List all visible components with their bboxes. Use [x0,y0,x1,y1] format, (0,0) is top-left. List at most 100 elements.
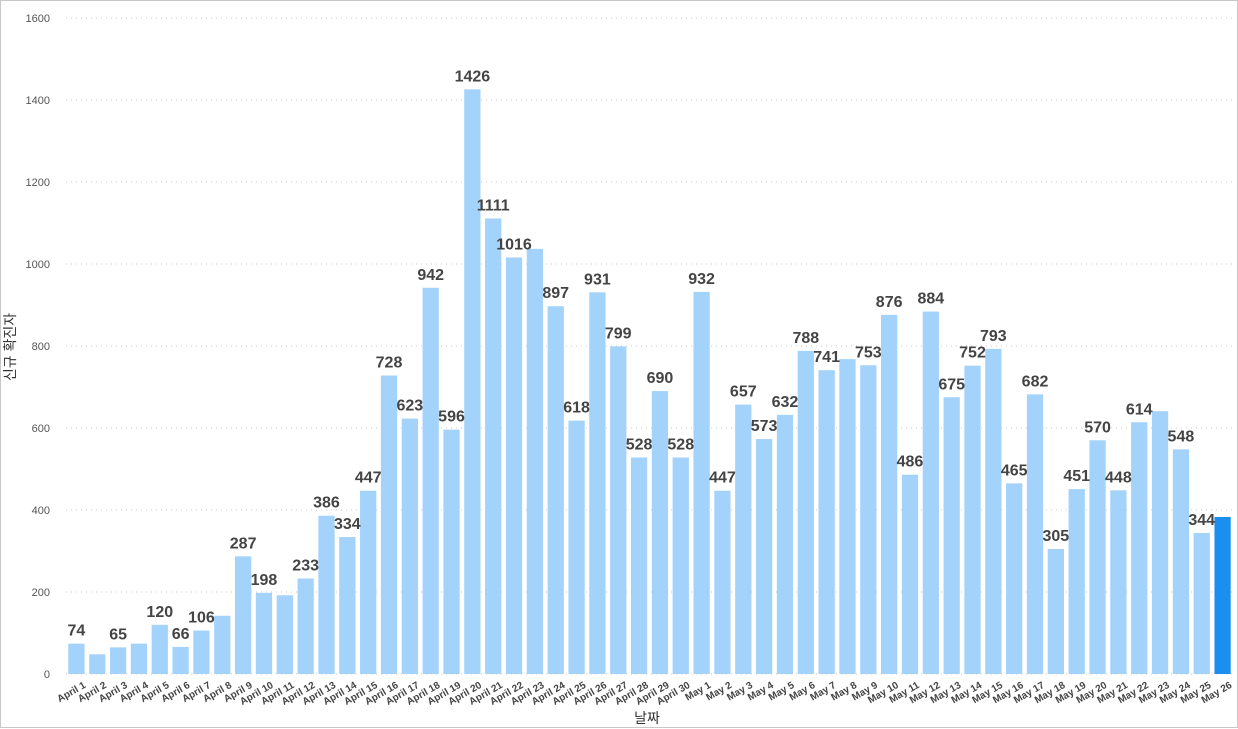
data-label: 120 [146,604,173,621]
bar [568,420,585,674]
bar [1026,394,1044,674]
bar [297,578,314,674]
bar [464,89,481,675]
data-label: 386 [313,495,340,512]
bar [714,490,731,674]
bar [1089,440,1106,674]
data-label: 799 [605,325,632,342]
data-label: 728 [376,355,403,372]
bar [881,314,898,674]
data-label: 74 [68,623,86,640]
bar [922,311,939,674]
data-label: 447 [355,470,382,487]
bar [380,375,398,674]
y-tick-label: 0 [44,669,50,681]
bar [422,287,439,674]
bar [943,397,960,674]
y-tick-label: 1600 [26,13,50,25]
bar [89,654,106,674]
data-label: 66 [172,626,190,643]
data-label: 884 [917,291,944,308]
bar [1172,449,1190,674]
bar [547,306,564,674]
data-label: 632 [772,394,799,411]
bar [630,457,648,674]
data-label: 932 [688,271,715,288]
data-label: 657 [730,384,757,401]
bar [193,630,210,674]
bar [818,370,835,674]
data-label: 623 [396,398,423,415]
data-label: 465 [1001,462,1028,479]
y-axis: 0 200 400 600 800 1000 1200 1400 1600 [26,13,50,681]
bar [235,556,252,674]
bar [151,624,168,674]
bar [485,218,502,675]
y-tick-label: 1200 [26,177,50,189]
data-label: 682 [1022,373,1049,390]
bar [1068,489,1085,674]
bar [130,643,148,674]
data-label: 106 [188,610,215,627]
bar [1193,532,1210,674]
data-label: 573 [751,418,778,435]
bar [1110,490,1127,674]
data-label: 614 [1126,401,1153,418]
y-tick-label: 1000 [26,259,50,271]
data-label: 793 [980,328,1007,345]
bars [68,89,1231,675]
bar [985,348,1002,674]
data-label: 486 [897,454,924,471]
bar [797,350,814,674]
bar [339,537,356,674]
data-label: 675 [938,376,965,393]
data-label: 447 [709,470,736,487]
data-label: 65 [109,626,127,643]
x-axis-title: 날짜 [634,710,660,726]
bar [1131,422,1148,674]
data-label: 741 [813,349,840,366]
bar [109,647,127,674]
bar [1006,483,1023,674]
bar [776,414,794,674]
y-tick-label: 1400 [26,95,50,107]
data-label: 1426 [455,68,491,85]
bar [401,418,418,674]
bar [318,515,335,674]
bar [860,365,877,674]
y-tick-label: 400 [32,505,50,517]
bar [255,592,273,674]
data-label: 897 [542,285,569,302]
bar [651,391,669,674]
data-label: 931 [584,271,611,288]
data-label: 596 [438,409,465,426]
bar [755,439,773,674]
data-label: 690 [647,370,674,387]
bar [610,346,627,674]
y-tick-label: 800 [32,341,50,353]
y-tick-label: 200 [32,587,50,599]
data-label: 233 [292,557,319,574]
data-label: 570 [1084,419,1111,436]
bar [68,643,85,674]
data-label: 528 [626,437,653,454]
bar [693,291,710,674]
bar [672,457,689,674]
bar [901,474,919,674]
data-label: 448 [1105,469,1132,486]
bar [1214,516,1231,674]
bar [964,365,981,674]
data-label: 753 [855,344,882,361]
bar [214,615,231,674]
data-label: 528 [667,437,694,454]
y-tick-label: 600 [32,423,50,435]
bar [839,359,856,674]
bar [1047,548,1064,674]
data-label: 788 [792,330,819,347]
bar [526,248,544,674]
data-label: 548 [1168,428,1195,445]
